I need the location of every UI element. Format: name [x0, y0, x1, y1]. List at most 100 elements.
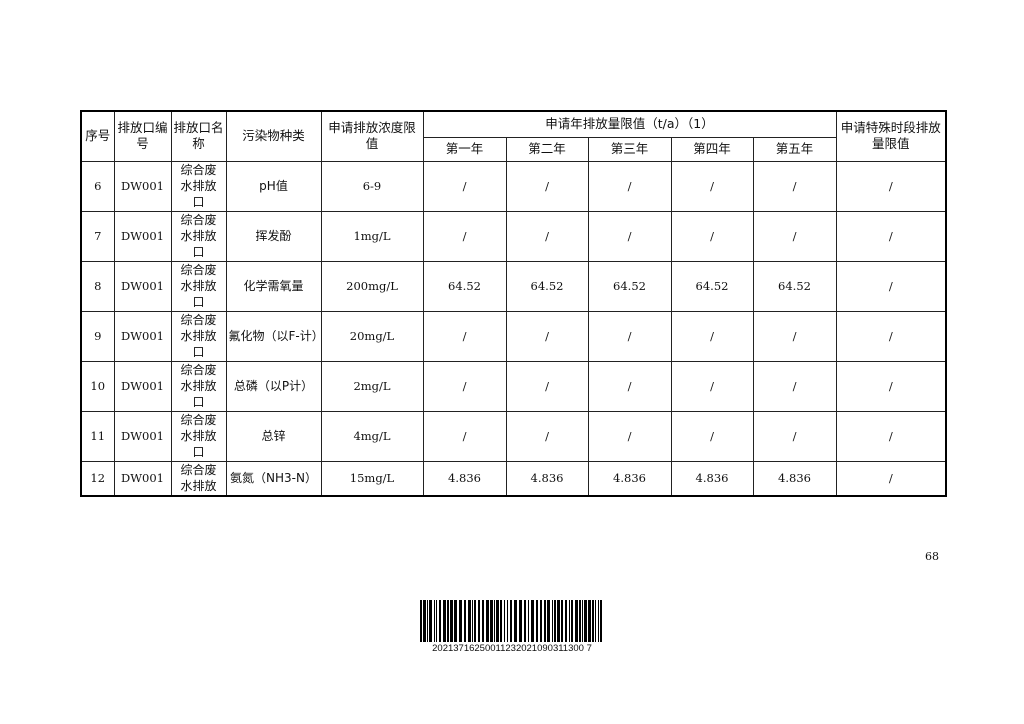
- row-year-1: 64.52: [422, 260, 507, 312]
- row-special-limit: /: [835, 210, 947, 262]
- row-special-limit: /: [835, 310, 947, 362]
- row-year-2: /: [505, 410, 589, 462]
- row-outlet-name: 综合废水排放: [170, 460, 227, 497]
- header-conc-limit: 申请排放浓度限值: [320, 110, 424, 162]
- header-outlet-id: 排放口编号: [113, 110, 172, 162]
- row-year-5: /: [752, 410, 837, 462]
- row-seq: 11: [80, 410, 115, 462]
- table-row: 6 DW001 综合废水排放口 pH值 6-9// / / / /: [80, 160, 947, 212]
- table-row: 10 DW001 综合废水排放口 总磷（以P计） 2mg/L / / / / / /: [80, 360, 947, 412]
- table-row: 11 DW001 综合废水排放口 总锌 4mg/L / / / / / /: [80, 410, 947, 462]
- barcode-bar: [544, 600, 546, 642]
- row-pollutant: 总锌: [225, 410, 322, 462]
- table-row: 9 DW001 综合废水排放口 氟化物（以F-计） 20mg/L / / / / / /: [80, 310, 947, 362]
- row-outlet-id: DW001: [113, 260, 172, 312]
- barcode-bar: [554, 600, 556, 642]
- barcode-bar: [561, 600, 563, 642]
- barcode-bar: [450, 600, 453, 642]
- row-year-4: /: [670, 410, 754, 462]
- barcode-bar: [500, 600, 502, 642]
- row-special-limit: /: [835, 160, 947, 212]
- row-seq: 10: [80, 360, 115, 412]
- row-year-3: 64.52: [587, 260, 672, 312]
- barcode-bar: [536, 600, 538, 642]
- barcode-bar: [592, 600, 594, 642]
- barcode-bar: [557, 600, 560, 642]
- row-year-5: /: [752, 210, 837, 262]
- barcode-bar: [427, 600, 428, 642]
- row-seq: 6: [80, 160, 115, 212]
- row-pollutant: 总磷（以P计）: [225, 360, 322, 412]
- header-pollutant: 污染物种类: [225, 110, 322, 162]
- barcode: [420, 600, 602, 642]
- barcode-bar: [510, 600, 512, 642]
- row-pollutant: 挥发酚: [225, 210, 322, 262]
- barcode-bar: [584, 600, 587, 642]
- barcode-bar: [575, 600, 578, 642]
- row-year-4: 4.836: [670, 460, 754, 497]
- barcode-bar: [436, 600, 437, 642]
- row-outlet-id: DW001: [113, 410, 172, 462]
- row-year-1: /: [422, 310, 507, 362]
- row-year-1: /: [422, 160, 507, 212]
- row-year-4: /: [670, 210, 754, 262]
- barcode-bar: [504, 600, 505, 642]
- barcode-bar: [482, 600, 484, 642]
- row-outlet-id: DW001: [113, 360, 172, 412]
- barcode-bar: [569, 600, 570, 642]
- row-conc-limit: 2mg/L: [320, 360, 424, 412]
- header-year-3: 第三年: [587, 136, 672, 162]
- row-outlet-name: 综合废水排放口: [170, 310, 227, 362]
- row-seq: 9: [80, 310, 115, 362]
- row-year-3: /: [587, 310, 672, 362]
- barcode-bar: [595, 600, 596, 642]
- barcode-bar: [571, 600, 573, 642]
- barcode-bar: [474, 600, 476, 642]
- table-row: 7 DW001 综合废水排放口 挥发酚 1mg/L / / / / / /: [80, 210, 947, 262]
- barcode-bar: [490, 600, 493, 642]
- row-seq: 12: [80, 460, 115, 497]
- row-year-3: /: [587, 360, 672, 412]
- row-year-3: /: [587, 210, 672, 262]
- row-outlet-id: DW001: [113, 310, 172, 362]
- row-year-1: 4.836: [422, 460, 507, 497]
- barcode-bar: [434, 600, 435, 642]
- row-outlet-name: 综合废水排放口: [170, 410, 227, 462]
- row-outlet-id: DW001: [113, 160, 172, 212]
- barcode-bar: [447, 600, 449, 642]
- barcode-bar: [552, 600, 553, 642]
- header-seq: 序号: [80, 110, 115, 162]
- row-year-4: /: [670, 160, 754, 212]
- row-outlet-name: 综合废水排放口: [170, 160, 227, 212]
- header-annual-limit: 申请年排放量限值（t/a）（1）: [422, 110, 837, 138]
- row-year-2: /: [505, 160, 589, 212]
- barcode-bar: [598, 600, 599, 642]
- row-year-5: 4.836: [752, 460, 837, 497]
- barcode-bar: [528, 600, 529, 642]
- barcode-bar: [429, 600, 432, 642]
- row-pollutant: 氟化物（以F-计）: [225, 310, 322, 362]
- page-number: 68: [925, 550, 939, 563]
- header-year-2: 第二年: [505, 136, 589, 162]
- row-year-5: /: [752, 360, 837, 412]
- table-row: 12 DW001 综合废水排放 氨氮（NH3-N） 15mg/L 4.836 4.836 4.…: [80, 460, 947, 497]
- row-special-limit: /: [835, 260, 947, 312]
- row-year-3: /: [587, 160, 672, 212]
- row-year-1: /: [422, 410, 507, 462]
- barcode-bar: [459, 600, 462, 642]
- table-row: 8 DW001 综合废水排放口 化学需氧量 200mg/L 64.52 64.52 64.52…: [80, 260, 947, 312]
- barcode-bar: [579, 600, 581, 642]
- row-pollutant: 氨氮（NH3-N）: [225, 460, 322, 497]
- row-conc-limit: 200mg/L: [320, 260, 424, 312]
- barcode-bar: [420, 600, 422, 642]
- header-outlet-name: 排放口名称: [170, 110, 227, 162]
- row-outlet-name: 综合废水排放口: [170, 260, 227, 312]
- barcode-bar: [519, 600, 522, 642]
- barcode-bar: [507, 600, 508, 642]
- barcode-bar: [423, 600, 426, 642]
- row-outlet-name: 综合废水排放口: [170, 210, 227, 262]
- header-special-limit: 申请特殊时段排放量限值: [835, 110, 947, 162]
- barcode-bar: [565, 600, 567, 642]
- row-special-limit: /: [835, 460, 947, 497]
